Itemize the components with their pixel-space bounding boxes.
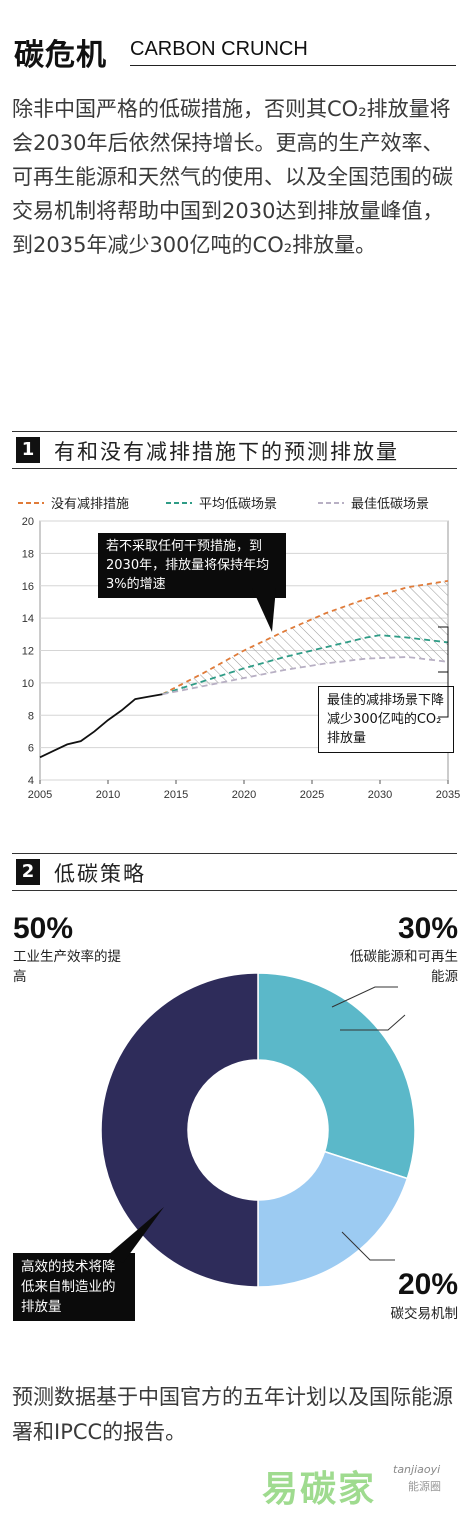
section-1-header: 1 有和没有减排措施下的预测排放量 — [12, 431, 457, 469]
pct-label-30: 30% — [397, 912, 458, 945]
intro-text: 除非中国严格的低碳措施，否则其CO₂排放量将会2030年后依然保持增长。更高的生… — [12, 97, 453, 257]
watermark-sub: 能源圈 — [408, 1480, 441, 1493]
section-2-number: 2 — [16, 859, 40, 885]
section-1-number: 1 — [16, 437, 40, 463]
pct-label-20: 20% — [397, 1268, 458, 1301]
x-tick-label: 2015 — [164, 789, 188, 801]
legend-label: 没有减排措施 — [51, 497, 129, 512]
watermark-handle: tanjiaoyi — [393, 1463, 441, 1476]
pct-desc-20: 碳交易机制 — [390, 1306, 459, 1322]
x-tick-label: 2005 — [28, 789, 52, 801]
callout-pointer-2 — [108, 1207, 164, 1263]
callout-efficient-tech: 高效的技术将降低来自制造业的排放量 — [13, 1253, 135, 1321]
section-2-title: 低碳策略 — [54, 862, 146, 886]
donut-slice-carbon-trading — [257, 1150, 409, 1288]
callout-best-scenario: 最佳的减排场景下降减少300亿吨的CO₂排放量 — [318, 686, 454, 753]
callout-no-measures: 若不采取任何干预措施，到2030年，排放量将保持年均3%的增速 — [98, 533, 286, 598]
pct-desc-30: 低碳能源和可再生能源 — [350, 949, 458, 985]
y-tick-label: 16 — [22, 581, 34, 593]
best-scenario-line — [162, 656, 449, 696]
x-tick-label: 2035 — [436, 789, 460, 801]
strategy-donut-chart — [100, 972, 416, 1288]
y-tick-label: 14 — [22, 613, 34, 625]
page-title-cn: 碳危机 — [14, 38, 107, 73]
header-rule — [130, 65, 456, 66]
section-2-header: 2 低碳策略 — [12, 853, 457, 891]
y-tick-label: 6 — [28, 743, 34, 755]
legend-label: 最佳低碳场景 — [351, 497, 429, 512]
y-tick-label: 10 — [22, 678, 34, 690]
best-scenario-bracket — [438, 626, 449, 718]
y-tick-label: 20 — [22, 516, 34, 528]
scenario-band — [162, 580, 448, 695]
legend-label: 平均低碳场景 — [199, 497, 277, 512]
page-title-en: CARBON CRUNCH — [130, 38, 308, 60]
leader-line-30 — [331, 986, 398, 1008]
y-tick-label: 12 — [22, 646, 34, 658]
y-tick-label: 18 — [22, 548, 34, 560]
pct-desc-50: 工业生产效率的提高 — [13, 949, 121, 985]
watermark-brand: 易碳家 — [262, 1469, 377, 1510]
historical-emissions-line — [39, 693, 163, 759]
y-tick-label: 4 — [28, 775, 34, 787]
donut-slice-renewables — [257, 972, 416, 1180]
pct-label-50: 50% — [13, 912, 74, 945]
footnote: 预测数据基于中国官方的五年计划以及国际能源署和IPCC的报告。 — [12, 1385, 453, 1444]
y-tick-label: 8 — [28, 710, 34, 722]
x-tick-label: 2025 — [300, 789, 324, 801]
section-1-title: 有和没有减排措施下的预测排放量 — [54, 440, 399, 464]
page-header: 碳危机 CARBON CRUNCH — [14, 30, 456, 73]
avg-scenario-line — [162, 634, 449, 696]
x-tick-label: 2030 — [368, 789, 392, 801]
x-tick-label: 2020 — [232, 789, 256, 801]
callout-pointer-1 — [252, 588, 276, 632]
x-tick-label: 2010 — [96, 789, 120, 801]
leader-line-20 — [341, 1231, 395, 1261]
